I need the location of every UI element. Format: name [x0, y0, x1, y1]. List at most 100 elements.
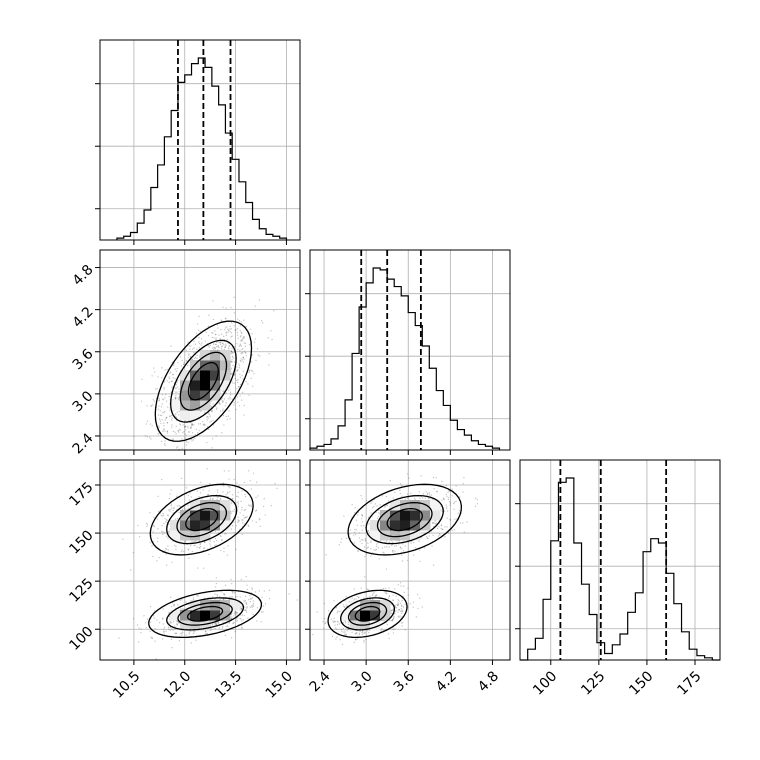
sample-point [171, 508, 172, 509]
sample-point [200, 331, 201, 332]
sample-point [182, 509, 183, 510]
sample-point [240, 335, 241, 336]
sample-point [242, 534, 243, 535]
sample-point [246, 355, 247, 356]
sample-point [154, 610, 155, 611]
sample-point [216, 346, 217, 347]
sample-point [167, 515, 168, 516]
sample-point [204, 411, 205, 412]
sample-point [246, 604, 247, 605]
sample-point [256, 482, 257, 483]
sample-point [350, 538, 351, 539]
sample-point [170, 630, 171, 631]
sample-point [253, 603, 254, 604]
sample-point [410, 542, 411, 543]
sample-point [175, 433, 176, 434]
sample-point [322, 621, 323, 622]
sample-point [229, 331, 230, 332]
sample-point [383, 588, 384, 589]
sample-point [268, 337, 269, 338]
sample-point [211, 401, 212, 402]
sample-point [389, 595, 390, 596]
sample-point [203, 489, 204, 490]
sample-point [228, 330, 229, 331]
sample-point [410, 603, 411, 604]
sample-point [139, 627, 140, 628]
sample-point [459, 510, 460, 511]
density-cell [200, 510, 211, 521]
sample-point [215, 348, 216, 349]
sample-point [173, 365, 174, 366]
sample-point [423, 493, 424, 494]
sample-point [393, 552, 394, 553]
x-tick-label: 125 [578, 668, 608, 698]
sample-point [249, 344, 250, 345]
sample-point [203, 425, 204, 426]
sample-point [215, 622, 216, 623]
sample-point [178, 622, 179, 623]
sample-point [224, 349, 225, 350]
sample-point [234, 346, 235, 347]
sample-point [247, 589, 248, 590]
sample-point [158, 414, 159, 415]
sample-point [352, 504, 353, 505]
sample-point [358, 551, 359, 552]
sample-point [424, 547, 425, 548]
sample-point [219, 404, 220, 405]
sample-point [378, 516, 379, 517]
sample-point [231, 501, 232, 502]
sample-point [162, 412, 163, 413]
sample-point [159, 400, 160, 401]
density-cell [400, 510, 411, 521]
sample-point [332, 620, 333, 621]
sample-point [247, 383, 248, 384]
sample-point [244, 482, 245, 483]
sample-point [198, 316, 199, 317]
sample-point [225, 307, 226, 308]
sample-point [337, 610, 338, 611]
sample-point [401, 555, 402, 556]
sample-point [237, 370, 238, 371]
sample-point [388, 598, 389, 599]
sample-point [362, 515, 363, 516]
sample-point [451, 495, 452, 496]
sample-point [167, 545, 168, 546]
sample-point [247, 606, 248, 607]
sample-point [405, 499, 406, 500]
sample-point [337, 612, 338, 613]
sample-point [355, 534, 356, 535]
sample-point [179, 640, 180, 641]
sample-point [225, 533, 226, 534]
sample-point [163, 632, 164, 633]
sample-point [417, 594, 418, 595]
density-cell [190, 520, 201, 531]
sample-point [386, 496, 387, 497]
sample-point [441, 481, 442, 482]
sample-point [451, 489, 452, 490]
sample-point [186, 487, 187, 488]
sample-point [373, 592, 374, 593]
sample-point [324, 603, 325, 604]
sample-point [174, 605, 175, 606]
sample-point [415, 547, 416, 548]
sample-point [168, 531, 169, 532]
sample-point [429, 498, 430, 499]
sample-point [171, 647, 172, 648]
sample-point [162, 394, 163, 395]
sample-point [238, 363, 239, 364]
sample-point [255, 360, 256, 361]
sample-point [263, 605, 264, 606]
sample-point [177, 362, 178, 363]
sample-point [392, 550, 393, 551]
sample-point [196, 349, 197, 350]
sample-point [317, 611, 318, 612]
sample-point [384, 546, 385, 547]
sample-point [198, 423, 199, 424]
sample-point [222, 400, 223, 401]
sample-point [171, 606, 172, 607]
sample-point [188, 353, 189, 354]
sample-point [222, 627, 223, 628]
sample-point [174, 432, 175, 433]
sample-point [231, 616, 232, 617]
sample-point [200, 423, 201, 424]
